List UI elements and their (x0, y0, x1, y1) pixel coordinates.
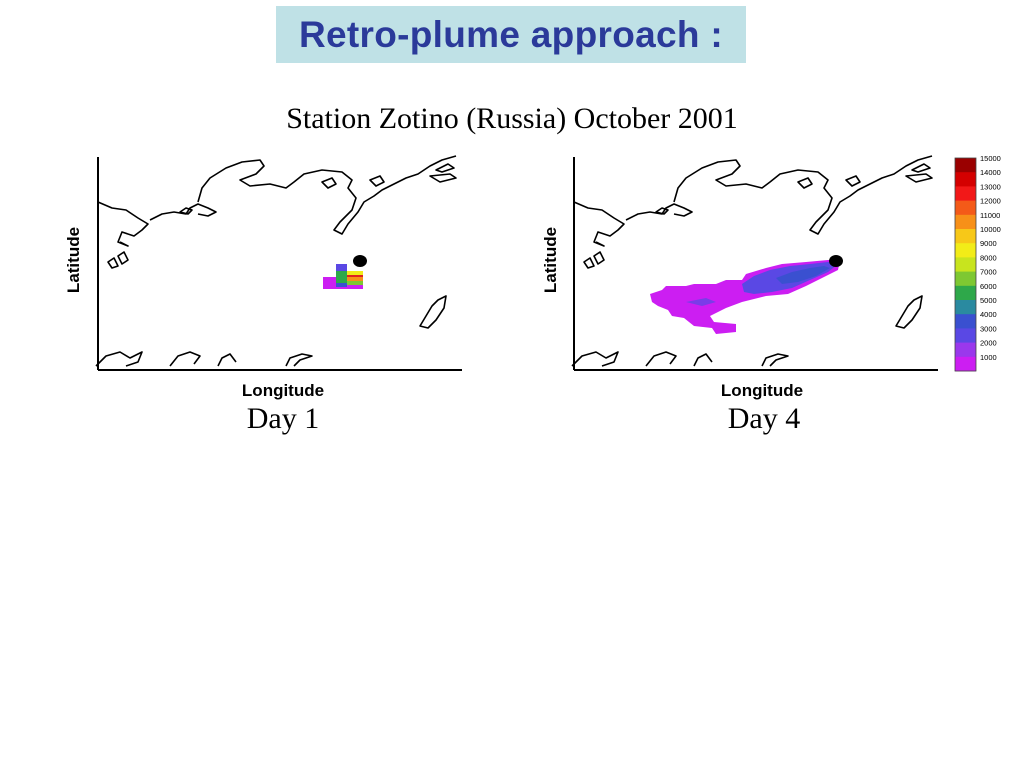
colorbar-swatch (955, 200, 976, 216)
colorbar-swatch (955, 271, 976, 287)
colorbar-tick-label: 1000 (980, 353, 997, 362)
colorbar-swatch (955, 314, 976, 329)
plume (323, 264, 363, 289)
colorbar-tick-label: 5000 (980, 296, 997, 305)
colorbar-tick-label: 15000 (980, 154, 1001, 163)
plume (650, 260, 840, 334)
plume-cell-green (336, 271, 347, 283)
coastline-south-3 (217, 353, 237, 367)
plume-cell-lightgreen (347, 281, 363, 285)
page-title: Retro-plume approach : (299, 13, 723, 55)
plume-cell-red (347, 275, 363, 277)
map-panel-day-4 (571, 155, 938, 371)
colorbar-tick-label: 4000 (980, 310, 997, 319)
coastline-south-4 (285, 353, 313, 367)
coastline-north (197, 155, 457, 235)
coastline-west (573, 201, 625, 247)
colorbar-tick-label: 2000 (980, 339, 997, 348)
station-marker (829, 255, 843, 267)
plume-region-blue-light (686, 298, 716, 306)
colorbar-swatch (955, 158, 976, 173)
coastline-island-4 (905, 173, 933, 183)
colorbar-swatch (955, 257, 976, 272)
map-panel-day-1 (95, 155, 462, 371)
colorbar-tick-label: 11000 (980, 211, 1000, 220)
coastline-island-1 (655, 207, 669, 215)
plume-cell-yellow (347, 271, 363, 275)
colorbar-swatch (955, 328, 976, 343)
coastline-small-west (117, 251, 129, 265)
coastline-south-2 (169, 351, 201, 367)
colorbar-swatch (955, 172, 976, 187)
coastlines (571, 155, 933, 367)
coastline-sakhalin (895, 295, 923, 329)
coastline-island-5 (435, 163, 455, 173)
colorbar-swatch (955, 186, 976, 201)
coastline-island-4 (429, 173, 457, 183)
station-marker (353, 255, 367, 267)
colorbar-swatch (955, 214, 976, 230)
title-banner: Retro-plume approach : (276, 6, 746, 63)
coastline-south-3 (693, 353, 713, 367)
colorbar-tick-label: 3000 (980, 324, 997, 333)
colorbar-tick-label: 14000 (980, 168, 1001, 177)
coastline-north (673, 155, 933, 235)
ylabel-day-1: Latitude (64, 226, 83, 294)
coastline-island-3 (369, 175, 385, 187)
coastline-south-4 (761, 353, 789, 367)
plume-cell-blue (336, 264, 347, 272)
coastline-south-2 (645, 351, 677, 367)
colorbar-swatch (955, 342, 976, 358)
colorbar-tick-label: 6000 (980, 282, 997, 291)
coastline-scandinavia (625, 203, 693, 221)
plume-cell-orange (347, 277, 363, 281)
colorbar-tick-label: 13000 (980, 182, 1001, 191)
colorbar-tick-label: 10000 (980, 225, 1001, 234)
coastline-island-2 (321, 177, 337, 189)
colorbar-tick-label: 8000 (980, 253, 997, 262)
map-axes (97, 157, 462, 371)
colorbar: 15000 14000 13000 12000 11000 10000 9000 8000 70… (954, 154, 1001, 372)
xlabel-day-4: Longitude (720, 381, 804, 400)
coastline-small-west-2 (583, 257, 595, 269)
colorbar-swatch (955, 300, 976, 315)
coastline-south (95, 351, 143, 367)
colorbar-frame (954, 157, 977, 372)
xlabel-day-1: Longitude (241, 381, 325, 400)
coastline-scandinavia (149, 203, 217, 221)
colorbar-swatch (955, 356, 976, 372)
coastline-island-3 (845, 175, 861, 187)
coastline-island-2 (797, 177, 813, 189)
colorbar-swatch (955, 229, 976, 244)
coastline-west (97, 201, 149, 247)
coastline-small-west-2 (107, 257, 119, 269)
colorbar-swatch (955, 285, 976, 301)
coastline-sakhalin (419, 295, 447, 329)
colorbar-tick-label: 12000 (980, 197, 1001, 206)
colorbar-tick-label: 7000 (980, 268, 997, 277)
plume-region-blue-dark (776, 266, 830, 284)
page-subtitle: Station Zotino (Russia) October 2001 (286, 102, 738, 135)
coastlines (95, 155, 457, 367)
day-label-1: Day 1 (246, 402, 320, 435)
colorbar-tick-label: 9000 (980, 239, 997, 248)
map-axes (573, 157, 938, 371)
ylabel-day-4: Latitude (541, 226, 560, 294)
day-label-4: Day 4 (727, 402, 801, 435)
coastline-island-5 (911, 163, 931, 173)
coastline-island-1 (179, 207, 193, 215)
coastline-south (571, 351, 619, 367)
colorbar-swatch (955, 243, 976, 258)
coastline-small-west (593, 251, 605, 265)
plume-cell-blue-2 (336, 283, 347, 287)
